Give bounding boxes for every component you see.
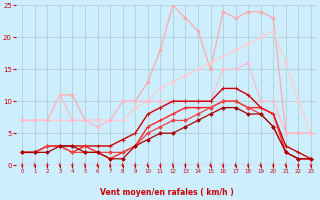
X-axis label: Vent moyen/en rafales ( km/h ): Vent moyen/en rafales ( km/h ) (100, 188, 234, 197)
